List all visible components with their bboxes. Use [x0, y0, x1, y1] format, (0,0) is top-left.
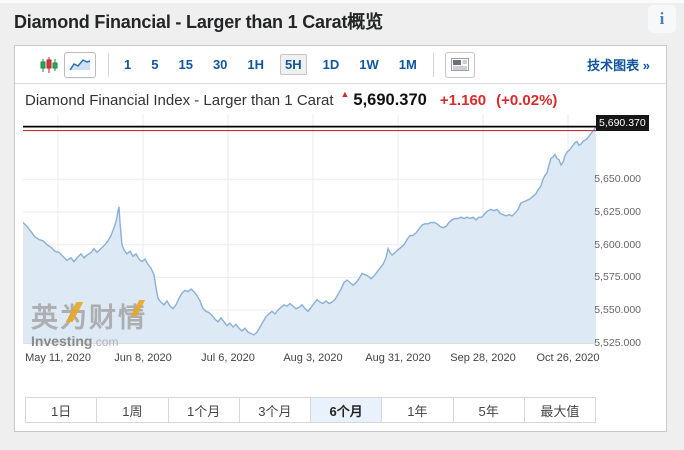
price-change-percent: (+0.02%) — [496, 92, 558, 109]
interval-5[interactable]: 5 — [151, 57, 159, 72]
interval-1w[interactable]: 1W — [359, 57, 379, 72]
x-axis-label: Sep 28, 2020 — [450, 352, 516, 364]
instrument-title: Diamond Financial Index - Larger than 1 … — [25, 92, 334, 109]
area-chart-icon[interactable] — [64, 51, 96, 78]
interval-buttons: 1 5 15 30 1H 5H 1D 1W 1M — [120, 54, 421, 75]
news-panel-icon[interactable] — [444, 51, 475, 78]
interval-5h[interactable]: 5H — [280, 54, 307, 75]
range-button-5[interactable]: 1年 — [381, 397, 454, 423]
x-axis-label: Aug 31, 2020 — [365, 352, 431, 364]
range-button-0[interactable]: 1日 — [25, 397, 98, 423]
page-title: Diamond Financial - Larger than 1 Carat概… — [14, 12, 383, 32]
range-buttons: 1日 1周 1个月 3个月 6个月 1年 5年 最大值 — [25, 397, 596, 423]
x-axis-label: May 11, 2020 — [25, 352, 91, 364]
chart-toolbar: 1 5 15 30 1H 5H 1D 1W 1M 技术图表 » — [15, 46, 666, 84]
price-area-fill — [23, 126, 596, 344]
technical-chart-link[interactable]: 技术图表 » — [587, 58, 650, 73]
info-icon[interactable]: i — [648, 5, 676, 33]
x-axis-label: Jun 8, 2020 — [114, 352, 172, 364]
last-price: 5,690.370 — [353, 91, 427, 109]
x-axis-label: Aug 3, 2020 — [283, 352, 343, 364]
interval-30[interactable]: 30 — [212, 57, 228, 72]
toolbar-divider — [108, 52, 109, 77]
interval-1m[interactable]: 1M — [398, 57, 417, 72]
interval-1[interactable]: 1 — [124, 57, 132, 72]
interval-15[interactable]: 15 — [178, 57, 193, 72]
range-button-6[interactable]: 5年 — [452, 397, 525, 423]
price-line — [23, 126, 596, 336]
candlestick-chart-icon[interactable] — [40, 55, 58, 75]
price-change: +1.160 — [439, 92, 487, 109]
x-axis-label: Jul 6, 2020 — [201, 352, 255, 364]
chart-card: 1 5 15 30 1H 5H 1D 1W 1M 技术图表 » Diamond Financia… — [14, 45, 667, 432]
interval-1h[interactable]: 1H — [247, 57, 265, 72]
current-price-badge: 5,690.370 — [596, 115, 649, 131]
chart-header: Diamond Financial Index - Larger than 1 … — [25, 89, 558, 110]
top-strip — [0, 0, 684, 3]
toolbar-divider — [432, 52, 434, 77]
range-button-3[interactable]: 3个月 — [238, 397, 311, 423]
range-button-4[interactable]: 6个月 — [310, 397, 383, 423]
range-button-2[interactable]: 1个月 — [167, 397, 240, 423]
x-axis-label: Oct 26, 2020 — [536, 352, 600, 364]
interval-1d[interactable]: 1D — [322, 57, 340, 72]
x-axis: May 11, 2020 Jun 8, 2020 Jul 6, 2020 Aug 3,… — [23, 352, 618, 365]
up-arrow-icon: ▲ — [340, 89, 350, 99]
price-chart-plot[interactable] — [23, 114, 596, 344]
range-button-7[interactable]: 最大值 — [523, 397, 596, 423]
range-button-1[interactable]: 1周 — [96, 397, 169, 423]
